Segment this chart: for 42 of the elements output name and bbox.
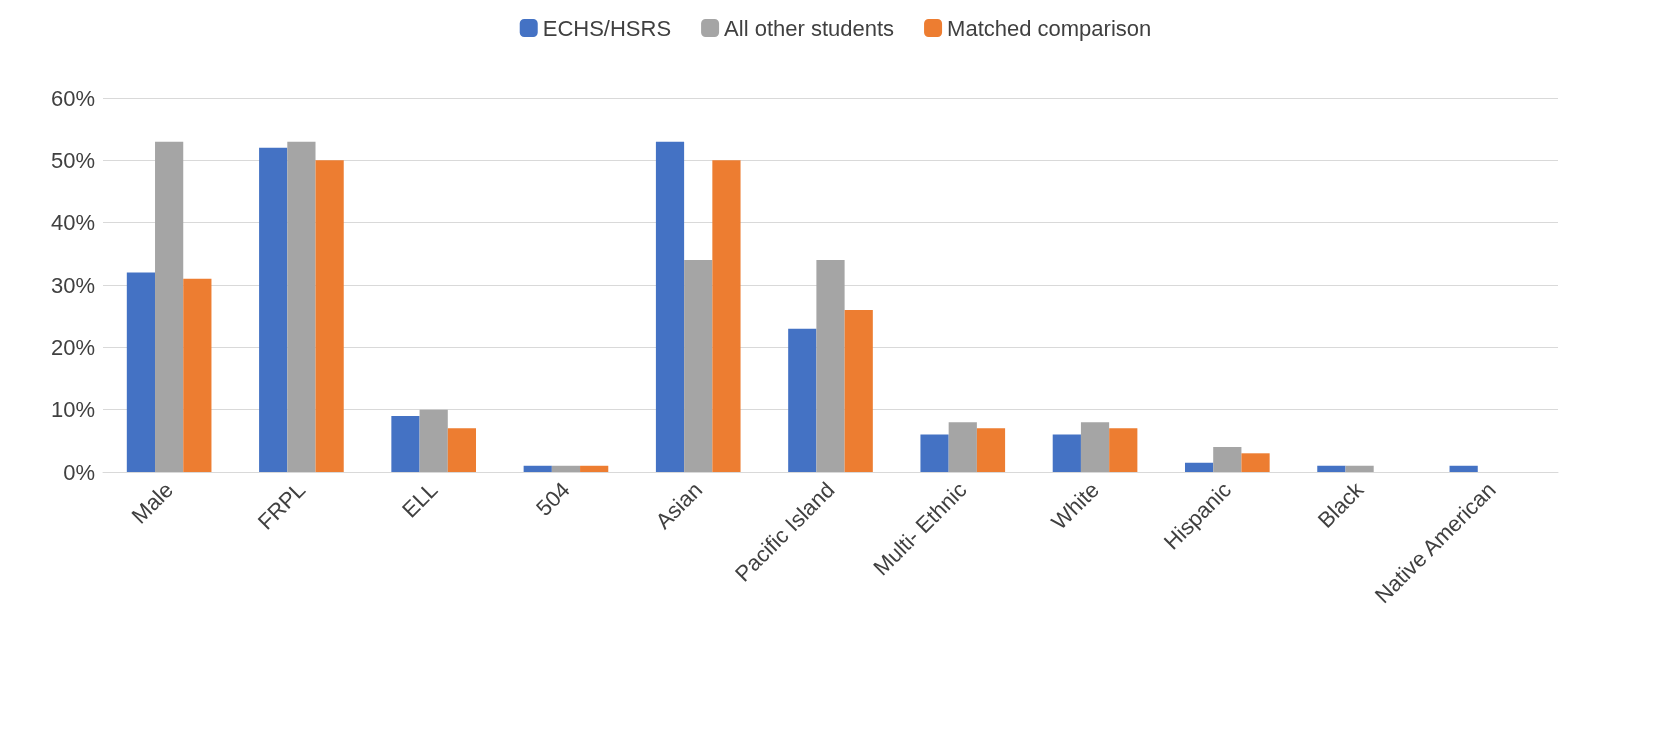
legend-label: All other students [724,15,895,41]
bar [655,141,685,472]
bar [1213,447,1242,472]
bar [844,309,873,472]
bar [1052,434,1081,472]
legend-label: ECHS/HSRS [542,15,672,41]
bar [155,141,184,472]
y-tick-label: 60% [50,85,95,111]
bar [580,465,609,472]
bar [816,260,845,472]
legend-label: Matched comparison [947,15,1152,41]
bar [1080,422,1110,472]
bar [1241,453,1270,472]
bar [684,260,713,472]
y-tick-label: 30% [50,272,95,298]
bar [1109,428,1138,472]
bar [551,465,581,472]
bar [391,415,420,472]
bar [976,428,1006,472]
bar [183,278,212,472]
x-tick-label: ELL [397,477,443,523]
bar [315,160,344,472]
bar [1345,465,1374,472]
bar [287,141,316,472]
y-tick-label: 50% [50,147,95,173]
bar [1317,465,1346,472]
bar [523,465,552,472]
bar [447,428,477,472]
bar [126,272,156,472]
bar [948,422,977,472]
y-tick-label: 10% [50,397,95,423]
bar [419,409,448,472]
bar [259,147,288,472]
bar [1449,465,1478,472]
y-tick-label: 0% [63,459,95,485]
bar [788,328,817,472]
y-tick-label: 20% [50,334,95,360]
bar [920,434,949,472]
bar [712,160,741,472]
y-tick-label: 40% [50,210,95,236]
bar [1184,462,1214,472]
x-tick-label: 504 [531,477,575,521]
